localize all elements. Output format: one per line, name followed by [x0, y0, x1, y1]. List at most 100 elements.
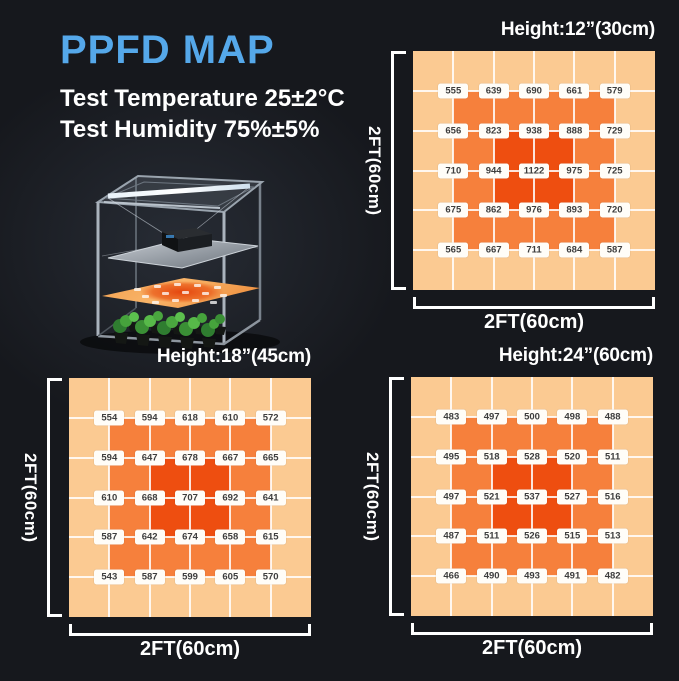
ppfd-value-chip: 707 [175, 490, 205, 505]
heatmap-grid: 555 639 690 661 579 656 823 938 888 729 710 944 1122… [413, 51, 655, 290]
ppfd-value-chip: 493 [517, 568, 547, 584]
ppfd-value-chip: 893 [559, 202, 590, 218]
ppfd-value-chip: 555 [438, 83, 469, 99]
ppfd-value-chip: 674 [175, 529, 205, 545]
y-axis-label: 2FT(60cm) [365, 125, 384, 216]
y-axis-bracket [47, 378, 62, 617]
x-axis-bracket [69, 624, 311, 636]
ppfd-value-chip: 528 [517, 449, 547, 465]
x-axis-bracket [411, 623, 653, 635]
ppfd-value-chip: 554 [94, 410, 125, 426]
ppfd-value-chip: 570 [255, 569, 286, 585]
test-temperature-text: Test Temperature 25±2°C [60, 85, 345, 112]
ppfd-value-chip: 641 [255, 490, 286, 505]
map-title: Height:18”(45cm) [156, 346, 311, 367]
ppfd-value-chip: 888 [559, 123, 590, 139]
map-title: Height:24”(60cm) [498, 345, 653, 366]
ppfd-value-chip: 668 [134, 490, 165, 505]
ppfd-value-chip: 587 [599, 242, 630, 258]
ppfd-value-chip: 495 [436, 449, 467, 465]
ppfd-value-chip: 725 [599, 163, 630, 178]
ppfd-map-height-24in: Height:24”(60cm) 2FT(60cm) 483 497 500 498 4… [351, 345, 676, 680]
ppfd-value-chip: 515 [557, 528, 588, 544]
ppfd-value-chip: 711 [519, 242, 549, 258]
ppfd-value-chip: 692 [215, 490, 246, 505]
ppfd-value-chip: 658 [215, 529, 246, 545]
ppfd-value-chip: 518 [476, 449, 507, 465]
ppfd-value-chip: 610 [94, 490, 125, 505]
ppfd-value-chip: 599 [175, 569, 205, 585]
ppfd-value-chip: 618 [175, 410, 205, 426]
ppfd-map-height-12in: Height:12”(30cm) 2FT(60cm) 555 639 690 661 5… [353, 19, 678, 354]
ppfd-value-chip: 466 [436, 568, 467, 584]
ppfd-value-chip: 675 [438, 202, 469, 218]
ppfd-value-chip: 1122 [519, 163, 549, 178]
ppfd-value-chip: 572 [255, 410, 286, 426]
ppfd-value-chip: 491 [557, 568, 588, 584]
ppfd-value-chip: 483 [436, 409, 467, 425]
ppfd-value-chip: 605 [215, 569, 246, 585]
ppfd-value-chip: 498 [557, 409, 588, 425]
ppfd-value-chip: 684 [559, 242, 590, 258]
ppfd-value-chip: 610 [215, 410, 246, 426]
map-title: Height:12”(30cm) [500, 19, 655, 40]
ppfd-value-chip: 647 [134, 450, 165, 466]
heatmap-grid: 483 497 500 498 488 495 518 528 520 511 497 521 537 5… [411, 377, 653, 616]
ppfd-value-chip: 661 [559, 83, 590, 99]
ppfd-value-chip: 665 [255, 450, 286, 466]
ppfd-map-height-18in: Height:18”(45cm) 2FT(60cm) 554 594 618 610 5… [9, 346, 334, 681]
page-title: PPFD MAP [60, 28, 275, 72]
x-axis-bracket [413, 297, 655, 309]
ppfd-value-chip: 667 [478, 242, 509, 258]
ppfd-value-chip: 500 [517, 409, 547, 425]
ppfd-value-chip: 565 [438, 242, 469, 258]
grow-tent-photo [80, 174, 280, 354]
ppfd-value-chip: 720 [599, 202, 630, 218]
ppfd-value-chip: 944 [478, 163, 509, 178]
ppfd-value-chip: 537 [517, 489, 547, 504]
y-axis-label: 2FT(60cm) [21, 452, 40, 543]
y-axis-bracket [389, 377, 404, 616]
ppfd-value-chip: 579 [599, 83, 630, 99]
ppfd-value-chip: 615 [255, 529, 286, 545]
x-axis-label: 2FT(60cm) [139, 638, 241, 660]
ppfd-value-chip: 976 [519, 202, 549, 218]
ppfd-value-chip: 511 [597, 449, 628, 465]
ppfd-value-chip: 487 [436, 528, 467, 544]
y-axis-label: 2FT(60cm) [363, 451, 382, 542]
ppfd-value-chip: 587 [94, 529, 125, 545]
ppfd-value-chip: 516 [597, 489, 628, 504]
ppfd-value-chip: 497 [436, 489, 467, 504]
ppfd-value-chip: 490 [476, 568, 507, 584]
ppfd-value-chip: 690 [519, 83, 549, 99]
ppfd-value-chip: 823 [478, 123, 509, 139]
ppfd-value-chip: 594 [134, 410, 165, 426]
ppfd-value-chip: 511 [476, 528, 507, 544]
ppfd-value-chip: 678 [175, 450, 205, 466]
ppfd-value-chip: 482 [597, 568, 628, 584]
ppfd-value-chip: 587 [134, 569, 165, 585]
test-humidity-text: Test Humidity 75%±5% [60, 116, 320, 143]
ppfd-value-chip: 521 [476, 489, 507, 504]
ppfd-value-chip: 497 [476, 409, 507, 425]
ppfd-value-chip: 527 [557, 489, 588, 504]
ppfd-value-chip: 975 [559, 163, 590, 178]
ppfd-value-chip: 710 [438, 163, 469, 178]
plants [113, 311, 226, 349]
ppfd-value-chip: 862 [478, 202, 509, 218]
x-axis-label: 2FT(60cm) [481, 637, 583, 659]
ppfd-value-chip: 656 [438, 123, 469, 139]
ppfd-value-chip: 642 [134, 529, 165, 545]
ppfd-value-chip: 513 [597, 528, 628, 544]
x-axis-label: 2FT(60cm) [483, 311, 585, 333]
heatmap-grid: 554 594 618 610 572 594 647 678 667 665 610 668 707 6… [69, 378, 311, 617]
ppfd-value-chip: 667 [215, 450, 246, 466]
ppfd-value-chip: 543 [94, 569, 125, 585]
y-axis-bracket [391, 51, 406, 290]
ppfd-value-chip: 594 [94, 450, 125, 466]
ppfd-value-chip: 938 [519, 123, 549, 139]
header: PPFD MAP Test Temperature 25±2°C Test Hu… [60, 28, 360, 145]
ppfd-value-chip: 639 [478, 83, 509, 99]
ppfd-value-chip: 488 [597, 409, 628, 425]
ppfd-value-chip: 729 [599, 123, 630, 139]
